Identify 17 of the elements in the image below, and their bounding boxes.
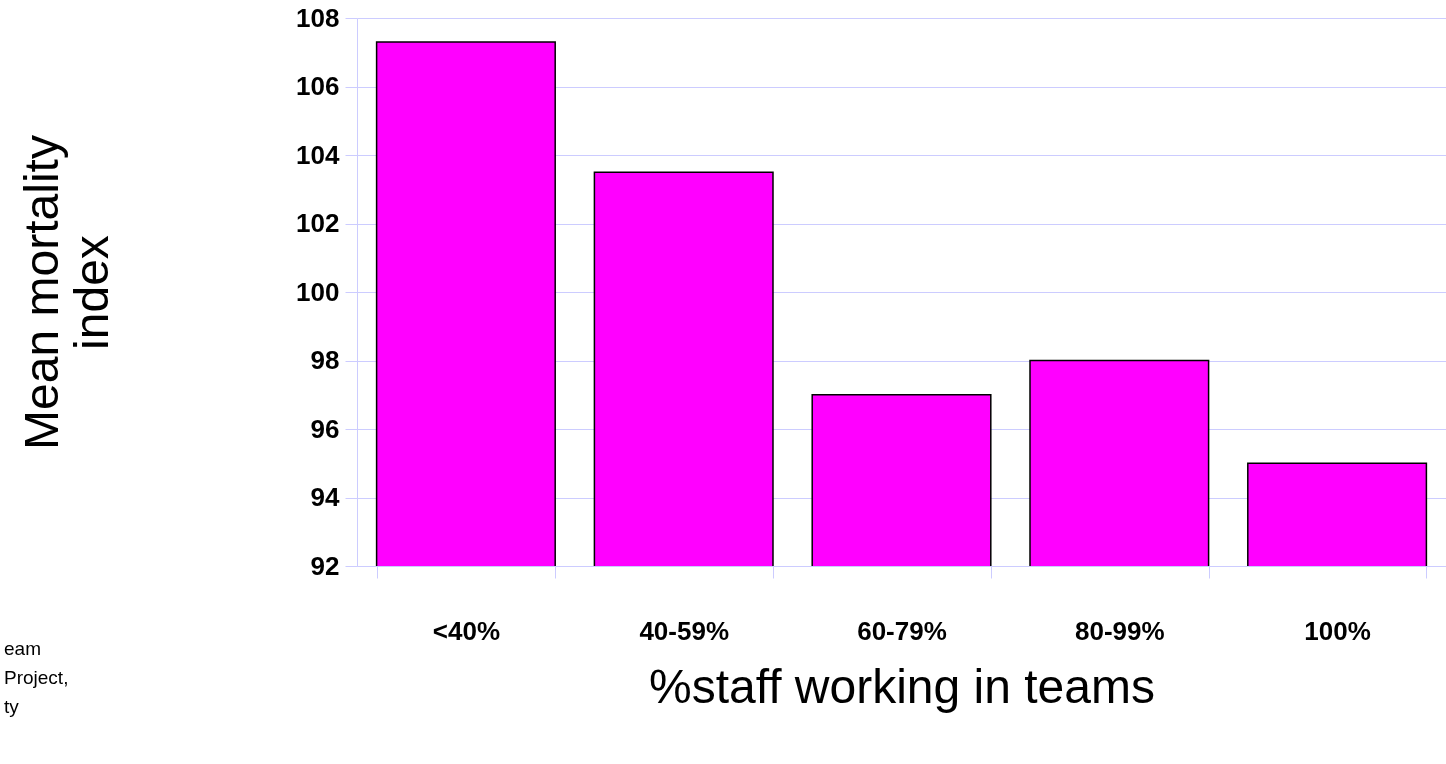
y-tick-label: 104 (296, 139, 341, 170)
x-tick-label: 100% (1304, 615, 1371, 646)
text: eam Project, ty (4, 638, 69, 717)
y-tick-label: 102 (296, 208, 340, 238)
y-tick-label: 94 (310, 482, 341, 512)
x-tick-label: 80-99% (1074, 615, 1165, 646)
y-axis-title: Mean mortality index (14, 135, 118, 450)
x-axis-title: %staff working in teams (649, 659, 1155, 713)
y-tick-label: 92 (310, 550, 340, 581)
y-tick-label: 96 (310, 413, 340, 444)
y-tick-label: 108 (296, 2, 340, 33)
x-tick-label: 60-79% (857, 615, 947, 646)
y-tick-label: 100 (296, 276, 340, 307)
y-tick-label: 98 (310, 345, 340, 375)
x-tick-label: <40% (432, 615, 501, 646)
x-tick-label: 40-59% (639, 615, 730, 646)
y-tick-label: 106 (296, 71, 340, 101)
